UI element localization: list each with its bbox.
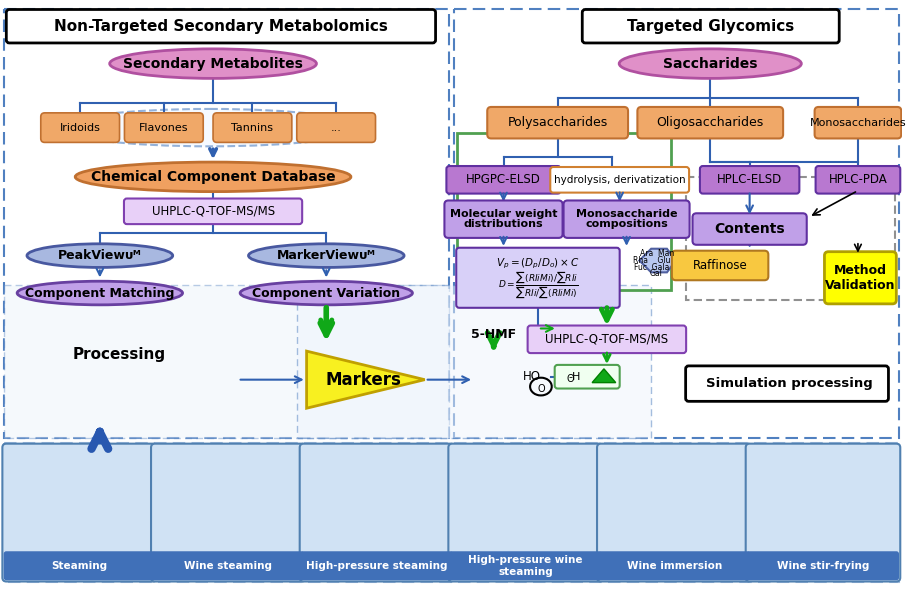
- FancyBboxPatch shape: [41, 113, 120, 142]
- Text: Targeted Glycomics: Targeted Glycomics: [627, 19, 794, 34]
- FancyBboxPatch shape: [124, 113, 203, 142]
- Text: Fuc  Gala: Fuc Gala: [634, 263, 670, 272]
- Text: Rha    Glu: Rha Glu: [633, 256, 671, 265]
- FancyBboxPatch shape: [6, 9, 436, 43]
- Text: Flavones: Flavones: [139, 123, 188, 133]
- FancyBboxPatch shape: [5, 552, 155, 579]
- Text: Non-Targeted Secondary Metabolomics: Non-Targeted Secondary Metabolomics: [54, 19, 388, 34]
- FancyBboxPatch shape: [824, 252, 897, 304]
- Text: MarkerViewᴜᴹ: MarkerViewᴜᴹ: [277, 249, 376, 262]
- FancyBboxPatch shape: [550, 167, 689, 192]
- Text: Component Variation: Component Variation: [253, 287, 401, 300]
- FancyBboxPatch shape: [748, 552, 899, 579]
- FancyBboxPatch shape: [151, 444, 306, 582]
- Ellipse shape: [58, 109, 362, 146]
- FancyBboxPatch shape: [746, 444, 900, 582]
- Polygon shape: [592, 369, 616, 383]
- Ellipse shape: [110, 49, 317, 78]
- Polygon shape: [296, 285, 651, 438]
- Text: Contents: Contents: [715, 222, 785, 236]
- Text: Ara  Man: Ara Man: [640, 249, 674, 258]
- FancyBboxPatch shape: [693, 213, 807, 245]
- FancyBboxPatch shape: [450, 552, 601, 579]
- Text: Wine immersion: Wine immersion: [627, 560, 722, 571]
- Text: High-pressure steaming: High-pressure steaming: [307, 560, 447, 571]
- FancyBboxPatch shape: [814, 107, 901, 139]
- FancyBboxPatch shape: [296, 113, 375, 142]
- Text: HPLC-ELSD: HPLC-ELSD: [717, 173, 782, 186]
- FancyBboxPatch shape: [599, 552, 749, 579]
- FancyBboxPatch shape: [300, 444, 454, 582]
- Ellipse shape: [249, 244, 404, 267]
- Text: 5-HMF: 5-HMF: [471, 328, 516, 341]
- Ellipse shape: [27, 244, 173, 267]
- Text: HPLC-PDA: HPLC-PDA: [829, 173, 888, 186]
- FancyBboxPatch shape: [447, 166, 561, 194]
- Text: Monosaccharide: Monosaccharide: [576, 209, 677, 219]
- FancyBboxPatch shape: [685, 366, 888, 401]
- Text: Secondary Metabolites: Secondary Metabolites: [124, 57, 303, 71]
- FancyBboxPatch shape: [213, 113, 292, 142]
- Text: $V_p = (D_p/D_o) \times C$: $V_p = (D_p/D_o) \times C$: [496, 256, 580, 271]
- Text: HO: HO: [523, 370, 541, 384]
- Text: PeakViewᴜᴹ: PeakViewᴜᴹ: [58, 249, 142, 262]
- Ellipse shape: [240, 281, 413, 305]
- Ellipse shape: [619, 49, 802, 78]
- FancyBboxPatch shape: [445, 201, 563, 238]
- FancyBboxPatch shape: [302, 552, 452, 579]
- Text: compositions: compositions: [586, 219, 668, 229]
- FancyBboxPatch shape: [815, 166, 900, 194]
- FancyBboxPatch shape: [528, 326, 686, 353]
- FancyBboxPatch shape: [153, 552, 304, 579]
- Text: Method
Validation: Method Validation: [824, 264, 895, 292]
- Text: Wine stir-frying: Wine stir-frying: [777, 560, 869, 571]
- FancyBboxPatch shape: [457, 248, 619, 308]
- FancyBboxPatch shape: [638, 107, 783, 139]
- Text: O: O: [566, 373, 575, 384]
- Text: Processing: Processing: [73, 346, 167, 362]
- Text: distributions: distributions: [464, 219, 544, 229]
- Ellipse shape: [75, 162, 350, 192]
- FancyBboxPatch shape: [597, 444, 751, 582]
- Polygon shape: [307, 351, 425, 408]
- FancyBboxPatch shape: [564, 201, 690, 238]
- Text: O: O: [537, 384, 544, 394]
- Text: HPGPC-ELSD: HPGPC-ELSD: [466, 173, 541, 186]
- Text: UHPLC-Q-TOF-MS/MS: UHPLC-Q-TOF-MS/MS: [152, 205, 274, 218]
- Text: $D = \dfrac{\sum(RIiMi)/\sum RIi}{\sum RIi/\sum(RIiMi)}$: $D = \dfrac{\sum(RIiMi)/\sum RIi}{\sum R…: [498, 270, 578, 301]
- Text: Tannins: Tannins: [231, 123, 274, 133]
- Text: Steaming: Steaming: [51, 560, 108, 571]
- FancyBboxPatch shape: [582, 9, 839, 43]
- Text: Gal: Gal: [650, 269, 662, 278]
- Text: Raffinose: Raffinose: [693, 259, 748, 272]
- FancyBboxPatch shape: [488, 107, 628, 139]
- Ellipse shape: [17, 281, 183, 305]
- Polygon shape: [5, 285, 449, 438]
- FancyBboxPatch shape: [124, 198, 302, 224]
- Text: Polysaccharides: Polysaccharides: [508, 116, 608, 129]
- Text: Molecular weight: Molecular weight: [450, 209, 557, 219]
- Text: Component Matching: Component Matching: [25, 287, 175, 300]
- Text: Monosaccharides: Monosaccharides: [810, 118, 906, 127]
- Text: Markers: Markers: [326, 371, 402, 389]
- Text: Oligosaccharides: Oligosaccharides: [657, 116, 764, 129]
- FancyBboxPatch shape: [700, 166, 800, 194]
- Polygon shape: [5, 442, 899, 582]
- FancyBboxPatch shape: [3, 444, 157, 582]
- FancyBboxPatch shape: [672, 251, 769, 280]
- Polygon shape: [640, 249, 676, 273]
- FancyBboxPatch shape: [448, 444, 603, 582]
- Text: Chemical Component Database: Chemical Component Database: [91, 170, 336, 184]
- Text: ...: ...: [330, 123, 341, 133]
- FancyBboxPatch shape: [554, 365, 619, 389]
- Text: Iridoids: Iridoids: [59, 123, 101, 133]
- Text: Simulation processing: Simulation processing: [705, 377, 872, 390]
- Text: Saccharides: Saccharides: [663, 57, 758, 71]
- Text: -H: -H: [568, 372, 581, 382]
- Text: High-pressure wine
steaming: High-pressure wine steaming: [468, 555, 583, 576]
- Text: Wine steaming: Wine steaming: [184, 560, 273, 571]
- Text: hydrolysis, derivatization: hydrolysis, derivatization: [554, 175, 685, 185]
- Text: UHPLC-Q-TOF-MS/MS: UHPLC-Q-TOF-MS/MS: [545, 333, 669, 346]
